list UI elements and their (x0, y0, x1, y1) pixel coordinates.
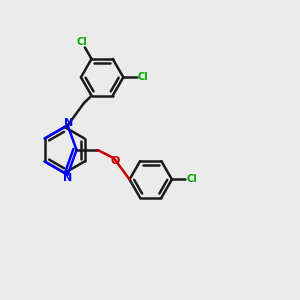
Text: N: N (64, 118, 73, 128)
Text: N: N (63, 173, 72, 183)
Text: Cl: Cl (186, 174, 197, 184)
Text: O: O (111, 156, 120, 166)
Text: Cl: Cl (138, 72, 148, 82)
Text: Cl: Cl (76, 37, 87, 47)
